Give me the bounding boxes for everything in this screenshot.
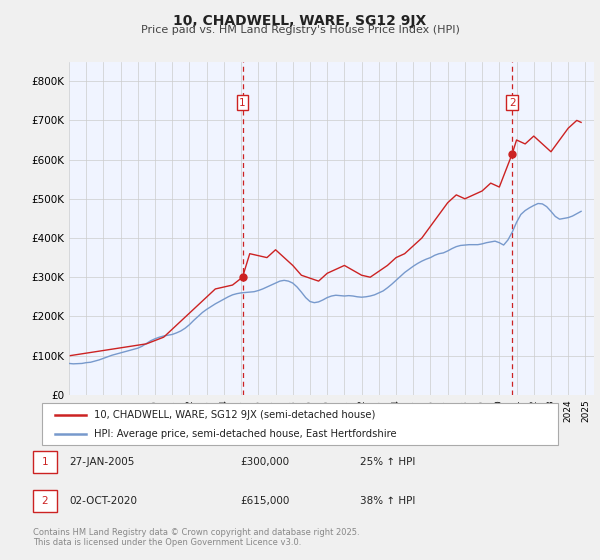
Text: Price paid vs. HM Land Registry's House Price Index (HPI): Price paid vs. HM Land Registry's House … xyxy=(140,25,460,35)
Text: 2: 2 xyxy=(41,496,49,506)
Text: 2: 2 xyxy=(509,98,515,108)
Text: £300,000: £300,000 xyxy=(240,457,289,467)
Text: 10, CHADWELL, WARE, SG12 9JX: 10, CHADWELL, WARE, SG12 9JX xyxy=(173,14,427,28)
Text: 02-OCT-2020: 02-OCT-2020 xyxy=(69,496,137,506)
Text: Contains HM Land Registry data © Crown copyright and database right 2025.
This d: Contains HM Land Registry data © Crown c… xyxy=(33,528,359,547)
Text: £615,000: £615,000 xyxy=(240,496,289,506)
Text: 38% ↑ HPI: 38% ↑ HPI xyxy=(360,496,415,506)
Text: HPI: Average price, semi-detached house, East Hertfordshire: HPI: Average price, semi-detached house,… xyxy=(94,429,396,439)
Text: 25% ↑ HPI: 25% ↑ HPI xyxy=(360,457,415,467)
Text: 1: 1 xyxy=(239,98,246,108)
Text: 1: 1 xyxy=(41,457,49,467)
Text: 10, CHADWELL, WARE, SG12 9JX (semi-detached house): 10, CHADWELL, WARE, SG12 9JX (semi-detac… xyxy=(94,409,375,419)
Text: 27-JAN-2005: 27-JAN-2005 xyxy=(69,457,134,467)
FancyBboxPatch shape xyxy=(42,403,558,445)
